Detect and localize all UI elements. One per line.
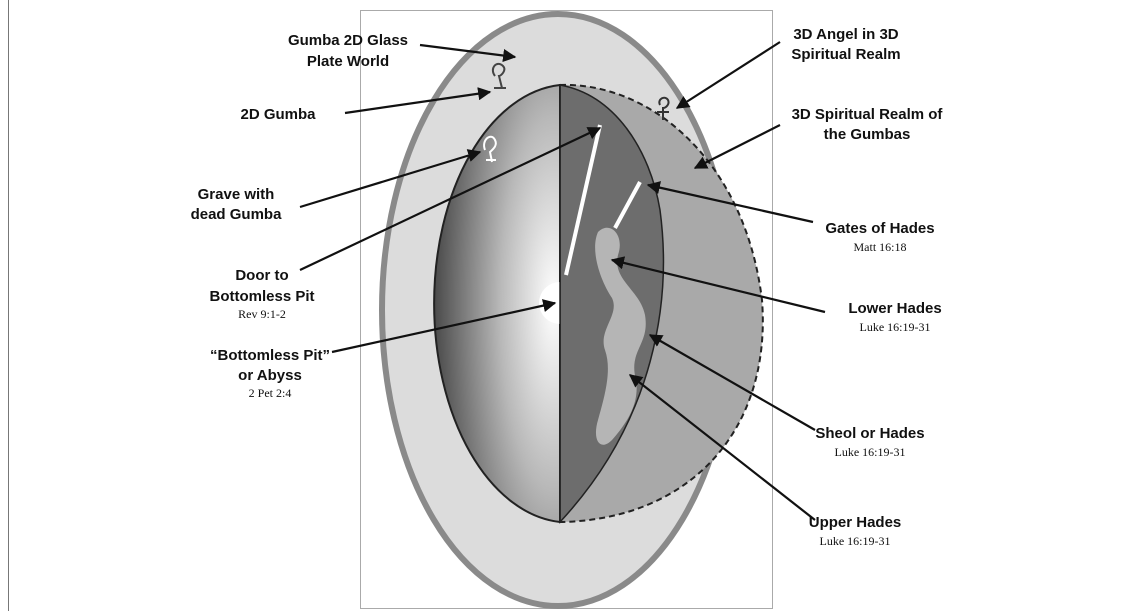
label: or Abyss <box>238 367 302 384</box>
reference: 2 Pet 2:4 <box>249 386 292 400</box>
label: 2D Gumba <box>240 106 316 123</box>
reference: Rev 9:1-2 <box>238 307 286 321</box>
diagram: Gumba 2D Glass Plate World 2D Gumba Grav… <box>0 0 1144 611</box>
label: Grave with <box>198 186 275 203</box>
label: 3D Angel in 3D <box>793 26 898 43</box>
label: Lower Hades <box>848 300 941 317</box>
label: Sheol or Hades <box>815 425 924 442</box>
label: Spiritual Realm <box>791 46 900 63</box>
label: Bottomless Pit <box>209 288 314 305</box>
label: Upper Hades <box>809 514 902 531</box>
label: the Gumbas <box>824 126 911 143</box>
reference: Matt 16:18 <box>854 240 907 254</box>
reference: Luke 16:19-31 <box>860 320 931 334</box>
label: Gates of Hades <box>825 220 934 237</box>
reference: Luke 16:19-31 <box>820 534 891 548</box>
label: “Bottomless Pit” <box>210 347 330 364</box>
label: 3D Spiritual Realm of <box>792 106 944 123</box>
label: Plate World <box>307 53 389 70</box>
label: Gumba 2D Glass <box>288 32 408 49</box>
label: Door to <box>235 267 288 284</box>
label: dead Gumba <box>191 206 283 223</box>
reference: Luke 16:19-31 <box>835 445 906 459</box>
